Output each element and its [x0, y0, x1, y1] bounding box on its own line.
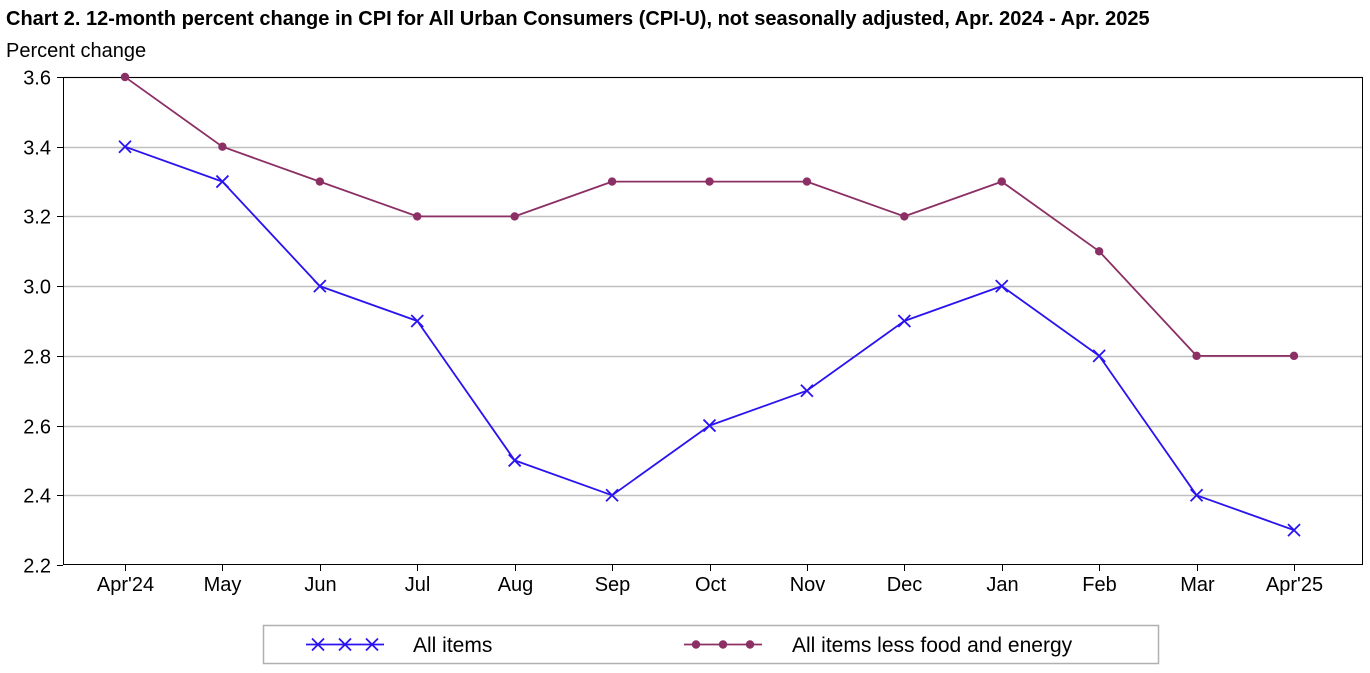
legend-label: All items — [413, 634, 492, 657]
x-tick-label: May — [204, 574, 242, 596]
x-tick-label: Jun — [304, 574, 336, 596]
data-point — [118, 140, 132, 154]
series-core — [120, 72, 1299, 361]
data-point — [800, 384, 814, 398]
y-tick-label: 3.0 — [23, 277, 51, 299]
x-tick-label: Apr'25 — [1266, 574, 1323, 596]
data-point — [705, 177, 714, 186]
x-tick-label: Sep — [595, 574, 631, 596]
x-tick-label: Nov — [790, 574, 826, 596]
data-point — [1189, 488, 1204, 502]
x-axis-tick-labels: Apr'24 May Jun Jul Aug Sep Oct Nov Dec Jan Feb Mar A… — [97, 565, 1323, 596]
data-point — [607, 177, 617, 186]
x-tick-label: Feb — [1082, 574, 1116, 596]
legend-label: All items less food and energy — [792, 634, 1073, 657]
series-line — [124, 145, 1295, 531]
y-tick-label: 2.8 — [23, 347, 51, 369]
x-tick-label: Apr'24 — [97, 574, 154, 596]
x-tick-label: Oct — [695, 574, 727, 596]
y-tick-label: 3.4 — [23, 138, 51, 160]
y-tick-label: 2.2 — [23, 556, 51, 578]
data-point — [313, 279, 327, 293]
data-point — [1287, 523, 1301, 537]
x-tick-label: Mar — [1180, 574, 1215, 596]
series-lines — [118, 72, 1301, 537]
data-point — [897, 314, 911, 328]
data-point — [508, 453, 522, 468]
legend-item: All items less food and energy — [684, 634, 1073, 657]
data-point — [605, 488, 619, 502]
legend: All items All items less food and energy — [262, 624, 1160, 665]
legend-item: All items — [306, 634, 492, 657]
data-point — [802, 177, 812, 186]
data-point — [995, 279, 1009, 293]
legend-marker — [338, 637, 352, 652]
data-point — [410, 314, 424, 328]
y-tick-label: 3.6 — [23, 68, 51, 90]
legend-marker — [718, 640, 728, 649]
legend-marker — [365, 637, 379, 652]
data-point — [1094, 247, 1104, 256]
y-tick-label: 2.6 — [23, 417, 51, 439]
data-point — [218, 142, 227, 151]
data-point — [315, 177, 325, 186]
x-tick-label: Aug — [498, 574, 534, 596]
y-axis-tick-labels: 2.2 2.4 2.6 2.8 3.0 3.2 3.4 3.6 — [23, 68, 51, 578]
data-point — [413, 212, 422, 221]
y-axis-title: Percent change — [6, 40, 147, 62]
data-point — [120, 72, 130, 82]
data-point — [1192, 351, 1201, 361]
data-point — [1092, 349, 1106, 363]
data-point — [215, 174, 230, 189]
data-point — [900, 212, 909, 221]
data-point — [997, 177, 1006, 186]
y-tick-label: 2.4 — [23, 486, 51, 508]
x-tick-label: Jul — [405, 574, 431, 596]
legend-marker — [745, 640, 755, 649]
legend-marker — [311, 637, 325, 652]
data-point — [510, 212, 519, 221]
data-point — [702, 418, 717, 433]
y-tick-label: 3.2 — [23, 207, 51, 229]
chart-title: Chart 2. 12-month percent change in CPI … — [6, 8, 1150, 30]
x-tick-label: Dec — [887, 574, 923, 596]
x-tick-label: Jan — [986, 574, 1018, 596]
series-all-items — [118, 140, 1301, 537]
gridlines — [57, 76, 1363, 566]
plot-area-frame — [63, 77, 1363, 565]
data-point — [1289, 351, 1299, 361]
legend-marker — [691, 640, 701, 649]
